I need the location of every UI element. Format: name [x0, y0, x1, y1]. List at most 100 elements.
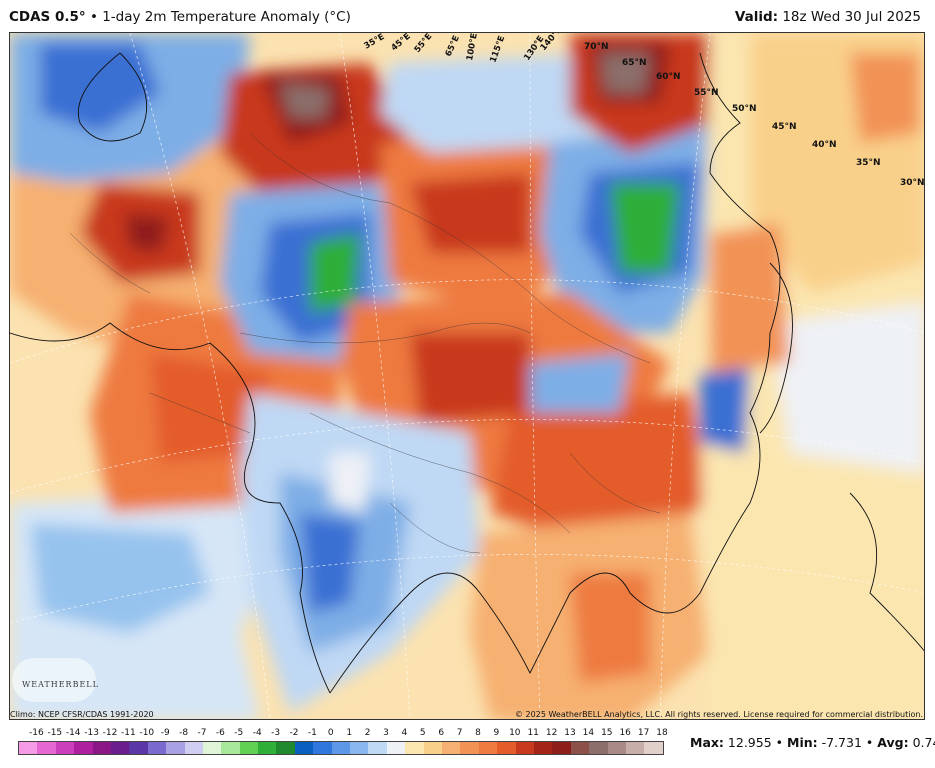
colorbar-tick-label: -16	[29, 728, 44, 738]
lat-label: 55°N	[694, 88, 719, 98]
colorbar-swatch	[386, 742, 406, 754]
climo-note: Climo: NCEP CFSR/CDAS 1991-2020	[10, 710, 154, 719]
colorbar-tick-label: 9	[493, 728, 500, 738]
graticule	[10, 33, 924, 719]
colorbar-tick-label: -5	[234, 728, 244, 738]
colorbar-tick-label: -13	[84, 728, 99, 738]
colorbar-swatch	[405, 742, 424, 754]
valid-time: Valid: 18z Wed 30 Jul 2025	[735, 9, 921, 25]
colorbar-swatch	[570, 742, 590, 754]
colorbar-tick-label: -11	[121, 728, 136, 738]
colorbar-tick-label: 15	[601, 728, 613, 738]
colorbar-swatch	[478, 742, 498, 754]
map-title: CDAS 0.5° • 1-day 2m Temperature Anomaly…	[9, 9, 351, 25]
colorbar-tick-label: 7	[456, 728, 463, 738]
colorbar-swatch	[74, 742, 93, 754]
colorbar-tick-label: 5	[419, 728, 426, 738]
colorbar-swatch	[239, 742, 259, 754]
colorbar-swatch	[92, 742, 111, 754]
colorbar-tick-label: -10	[139, 728, 155, 738]
latitude-labels: 70°N 65°N 60°N 55°N 50°N 45°N 40°N 35°N …	[584, 42, 925, 188]
anomaly-field	[10, 33, 924, 719]
lat-label: 60°N	[656, 72, 681, 82]
model-name: CDAS 0.5°	[9, 9, 86, 25]
lat-label: 35°N	[856, 158, 881, 168]
product-name: • 1-day 2m Temperature Anomaly (°C)	[89, 9, 351, 25]
colorbar-tick-label: 10	[509, 728, 521, 738]
colorbar-tick-label: 14	[582, 728, 595, 738]
min-value: -7.731	[821, 735, 862, 750]
colorbar-swatch	[110, 742, 130, 754]
colorbar-swatch	[497, 742, 516, 754]
colorbar-tick-label: 13	[564, 728, 576, 738]
colorbar-tick-label: -12	[102, 728, 118, 738]
colorbar-tick-label: 0	[327, 728, 334, 738]
colorbar-swatch	[276, 742, 295, 754]
lon-label: 100°E	[465, 33, 480, 62]
colorbar-tick-label: 3	[383, 728, 389, 738]
colorbar-swatch	[533, 742, 553, 754]
colorbar-tick-label: 12	[545, 728, 558, 738]
colorbar-tick-label: -8	[179, 728, 189, 738]
colorbar-tick-label: 16	[619, 728, 631, 738]
colorbar-tick-label: 2	[364, 728, 371, 738]
colorbar-swatch	[221, 742, 240, 754]
colorbar-tick-label: 6	[438, 728, 445, 738]
colorbar-tick-label: -9	[160, 728, 170, 738]
colorbar-tick-label: 1	[346, 728, 353, 738]
anomaly-map: 35°E 45°E 55°E 65°E 100°E 115°E 130°E 14…	[9, 32, 925, 720]
colorbar-swatch	[294, 742, 314, 754]
colorbar-swatch	[589, 742, 608, 754]
colorbar-tick-label: -1	[307, 728, 317, 738]
colorbar-labels: -16 -15 -14 -13 -12 -11 -10 -9 -8 -7 -6 -5 -4 -3 -2 -1 0…	[18, 728, 678, 740]
colorbar-swatch	[423, 742, 442, 754]
colorbar-swatch	[607, 742, 626, 754]
separator: •	[775, 735, 788, 750]
colorbar-swatch	[37, 742, 56, 754]
min-label: Min:	[787, 735, 818, 750]
colorbar-swatch	[515, 742, 534, 754]
max-label: Max:	[690, 735, 724, 750]
colorbar-tick-label: -7	[197, 728, 207, 738]
colorbar-swatch	[313, 742, 332, 754]
separator: •	[865, 735, 878, 750]
avg-label: Avg:	[877, 735, 909, 750]
colorbar-swatch	[129, 742, 148, 754]
colorbar-tick-label: 8	[475, 728, 481, 738]
logo-text: WEATHERBELL	[22, 680, 99, 689]
colorbar-tick-label: -2	[289, 728, 299, 738]
colorbar-swatch	[552, 742, 571, 754]
colorbar-swatch	[350, 742, 369, 754]
colorbar-swatch	[55, 742, 75, 754]
colorbar-tick-label: -15	[47, 728, 63, 738]
header-bar: CDAS 0.5° • 1-day 2m Temperature Anomaly…	[0, 0, 935, 32]
max-value: 12.955	[727, 735, 772, 750]
colorbar: -16 -15 -14 -13 -12 -11 -10 -9 -8 -7 -6 -5 -4 -3 -2 -1 0…	[18, 728, 678, 755]
map-canvas: 35°E 45°E 55°E 65°E 100°E 115°E 130°E 14…	[10, 33, 925, 719]
colorbar-tick-label: -14	[65, 728, 81, 738]
colorbar-swatch	[166, 742, 185, 754]
colorbar-tick-label: 17	[637, 728, 650, 738]
lat-label: 45°N	[772, 122, 797, 132]
colorbar-swatch	[644, 742, 663, 754]
lat-label: 50°N	[732, 104, 757, 114]
colorbar-tick-label: -6	[215, 728, 225, 738]
colorbar-tick-label: 18	[656, 728, 668, 738]
colorbar-swatch	[19, 742, 38, 754]
coastlines	[10, 52, 924, 694]
weatherbell-logo	[12, 658, 96, 702]
avg-value: 0.744	[912, 735, 935, 750]
borders	[69, 132, 661, 554]
colorbar-tick-label: 4	[401, 728, 408, 738]
colorbar-swatch	[147, 742, 167, 754]
colorbar-swatch	[368, 742, 387, 754]
copyright-note: © 2025 WeatherBELL Analytics, LLC. All r…	[515, 710, 923, 719]
colorbar-swatch	[202, 742, 222, 754]
colorbar-swatch	[441, 742, 461, 754]
colorbar-swatches	[18, 741, 664, 755]
lat-label: 30°N	[900, 178, 925, 188]
colorbar-tick-label: -4	[252, 728, 262, 738]
colorbar-swatch	[331, 742, 351, 754]
lat-label: 40°N	[812, 140, 837, 150]
colorbar-tick-label: 11	[527, 728, 539, 738]
